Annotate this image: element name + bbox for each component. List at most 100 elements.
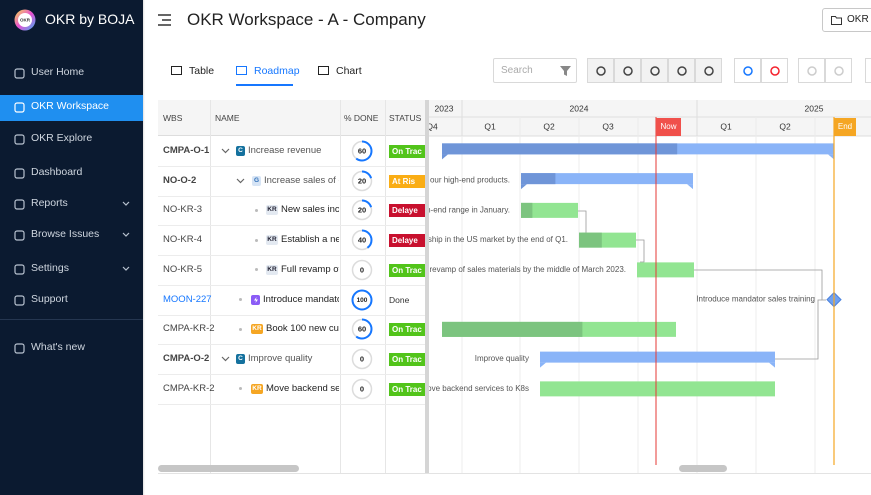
nav-icon xyxy=(14,134,25,145)
status-cell: On Trac xyxy=(389,323,425,337)
toolbar-button[interactable] xyxy=(587,58,614,83)
now-flag xyxy=(656,118,681,136)
nav-icon xyxy=(14,295,25,306)
tab[interactable]: Roadmap xyxy=(236,62,300,86)
progress-arc xyxy=(351,170,373,192)
bullet xyxy=(238,298,242,302)
chevron xyxy=(122,232,130,237)
now-label: Now xyxy=(660,122,676,131)
nav-item[interactable]: User Home xyxy=(0,62,143,84)
name: Book 100 new cust xyxy=(266,323,339,335)
toolbar-icon xyxy=(677,66,687,76)
percent-done: 20 xyxy=(358,176,366,185)
toolbar-button[interactable] xyxy=(668,58,695,83)
wbs[interactable]: MOON-227 xyxy=(163,293,212,305)
toolbar-button[interactable] xyxy=(761,58,788,83)
workspace-button[interactable]: OKR W xyxy=(822,8,871,32)
name-cell: Full revamp of xyxy=(281,264,339,277)
status-cell: At Ris xyxy=(389,174,425,188)
quarter-label: Q2 xyxy=(543,121,555,131)
status-text: Done xyxy=(389,294,410,305)
nav-icon xyxy=(14,68,25,79)
row-line xyxy=(158,404,425,405)
toolbar-glyph xyxy=(623,66,633,76)
toolbar-button[interactable] xyxy=(825,58,852,83)
search-box[interactable]: Search xyxy=(493,58,577,83)
status-cell: On Trac xyxy=(389,144,425,158)
toolbar-button[interactable] xyxy=(695,58,722,83)
status-cell: Delaye xyxy=(389,204,425,218)
splitter xyxy=(425,100,429,473)
sidebar: OKR OKR by BOJA User Home OKR Workspace OKR … xyxy=(0,0,143,495)
tab-label: Table xyxy=(189,65,215,77)
name: Improve quality xyxy=(248,353,313,365)
dependency xyxy=(636,239,645,263)
tab[interactable]: Table xyxy=(171,62,216,86)
nav-item[interactable]: Dashboard xyxy=(0,162,143,184)
nav-icon xyxy=(14,230,25,241)
progress-circle: 20 xyxy=(351,199,373,221)
progress-arc xyxy=(351,140,373,162)
chevron-shape xyxy=(236,178,245,183)
name: Move backend serv xyxy=(266,382,339,394)
nav-item[interactable]: OKR Explore xyxy=(0,128,143,150)
name: Full revamp of xyxy=(281,263,339,275)
nav-label: OKR Explore xyxy=(31,132,93,144)
toolbar-button[interactable] xyxy=(641,58,668,83)
sidebar-shadow xyxy=(143,0,145,495)
bar-progress xyxy=(521,202,533,218)
bar-label: revamp of sales materials by the middle … xyxy=(429,265,626,274)
nav-item[interactable]: Browse Issues xyxy=(0,224,143,246)
wbs: CMPA-KR-2 xyxy=(163,323,215,335)
nav-label: What's new xyxy=(31,341,85,353)
divider xyxy=(0,319,143,320)
tab[interactable]: Chart xyxy=(318,62,363,86)
icon-shape xyxy=(14,230,25,241)
toolbar-icon xyxy=(623,66,633,76)
nav-label: Reports xyxy=(31,197,68,209)
bullet xyxy=(254,208,258,212)
percent-done: 0 xyxy=(360,355,364,364)
brand: OKR by BOJA xyxy=(45,11,135,27)
grid-bottom xyxy=(158,473,871,474)
progress-circle: 0 xyxy=(351,348,373,370)
bar xyxy=(637,262,694,278)
bar-label: rship in the US market by the end of Q1. xyxy=(429,235,568,244)
column-header: WBS xyxy=(163,113,183,123)
row-line xyxy=(158,255,425,256)
button-label: OKR W xyxy=(847,14,871,25)
name: New sales ince xyxy=(281,204,339,216)
search-placeholder: Search xyxy=(501,65,533,76)
wbs: NO-O-2 xyxy=(163,174,197,186)
progress-track xyxy=(351,259,373,281)
toolbar-icon xyxy=(704,66,714,76)
icon-shape xyxy=(14,295,25,306)
chevron-shape xyxy=(122,266,130,271)
folder-icon xyxy=(831,16,842,25)
nav-item[interactable]: Support xyxy=(0,289,143,311)
toolbar-button[interactable] xyxy=(614,58,641,83)
tab-label: Roadmap xyxy=(254,65,300,77)
scrollbar-thumb[interactable] xyxy=(679,465,727,472)
scrollbar-thumb[interactable] xyxy=(158,465,299,472)
nav-item[interactable]: Reports xyxy=(0,193,143,215)
nav-item[interactable]: Settings xyxy=(0,258,143,280)
toolbar-button[interactable] xyxy=(734,58,761,83)
toolbar-button[interactable] xyxy=(865,58,871,83)
year-label: 2025 xyxy=(805,103,824,113)
bar-label: Introduce mandator sales training xyxy=(696,295,815,304)
name-cell: New sales ince xyxy=(281,204,339,217)
row-line xyxy=(158,344,425,345)
gantt: 2023 2024 2025 Q4 Q1 Q2 Q3 Q1 Q2 our high-end pro… xyxy=(429,100,871,473)
bar-label: ove backend services to K8s xyxy=(429,384,529,393)
logo-text: OKR xyxy=(20,18,31,23)
nav-item[interactable]: What's new xyxy=(0,337,143,359)
progress-circle: 100 xyxy=(351,289,373,311)
bar xyxy=(521,202,578,218)
name-cell: Increase sales of o xyxy=(264,175,339,188)
nav-item[interactable]: OKR Workspace xyxy=(0,96,143,118)
status-badge: At Ris xyxy=(389,174,425,188)
row-line xyxy=(158,225,425,226)
toolbar-glyph xyxy=(677,66,687,76)
toolbar-button[interactable] xyxy=(798,58,825,83)
